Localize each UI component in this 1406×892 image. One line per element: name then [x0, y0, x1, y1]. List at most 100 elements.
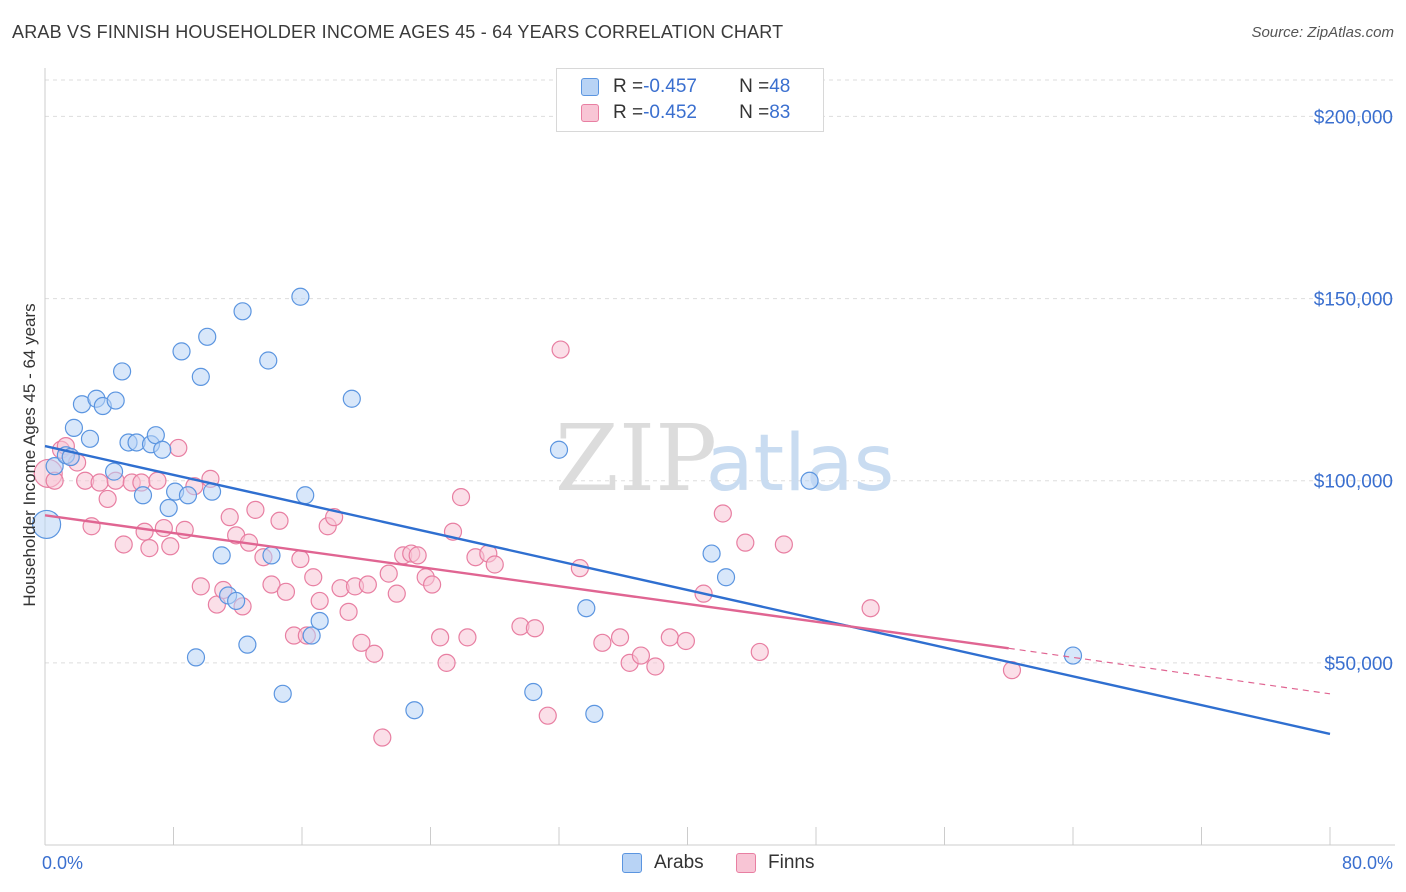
finns-point-8 — [90, 473, 109, 492]
legend-finns-n-label: N = — [739, 102, 770, 123]
finns-point-34 — [276, 582, 296, 601]
series-legend-swatch-arabs — [622, 853, 642, 873]
y-tick-label-0: $50,000 — [1324, 654, 1393, 675]
finns-point-49 — [379, 564, 398, 583]
finns-point-53 — [408, 546, 427, 565]
finns-point-74 — [660, 628, 679, 647]
arabs-point-40 — [549, 440, 569, 459]
arabs-point-32 — [273, 684, 292, 703]
arabs-point-46 — [1063, 646, 1083, 665]
finns-point-55 — [423, 575, 442, 594]
arabs-point-29 — [238, 635, 257, 654]
finns-point-43 — [339, 602, 358, 621]
finns-point-81 — [861, 599, 880, 618]
finns-point-16 — [148, 471, 167, 490]
arabs-point-31 — [262, 546, 281, 565]
finns-point-59 — [451, 488, 471, 507]
trend-lines — [44, 444, 1331, 736]
arabs-point-33 — [291, 287, 310, 306]
arabs-point-34 — [296, 486, 315, 505]
finns-point-45 — [352, 633, 371, 652]
x-tick-label-0: 0.0% — [42, 853, 83, 873]
arabs-points — [32, 287, 1083, 723]
arabs-point-27 — [227, 591, 246, 611]
legend-finns-r-value: -0.452 — [643, 102, 697, 123]
arabs-point-19 — [172, 342, 191, 361]
correlation-legend: R = -0.457 N = 48 R = -0.452 N = 83 — [556, 68, 824, 132]
series-legend-label-arabs: Arabs — [654, 852, 704, 873]
finns-point-66 — [538, 706, 557, 725]
finns-points — [33, 340, 1022, 747]
legend-arabs-n-label: N = — [739, 76, 770, 97]
finns-point-57 — [437, 653, 456, 672]
arabs-point-21 — [186, 648, 206, 667]
watermark: ZIP atlas — [555, 405, 894, 512]
finns-point-75 — [676, 631, 695, 651]
finns-point-36 — [291, 549, 310, 569]
finns-point-14 — [135, 522, 154, 541]
finns-point-46 — [358, 575, 377, 594]
legend-finns-r-label: R = — [613, 102, 644, 123]
arabs-point-44 — [716, 568, 736, 587]
arabs-point-13 — [133, 486, 153, 505]
finns-point-60 — [458, 628, 477, 647]
finns-point-38 — [304, 568, 323, 587]
finns-point-15 — [140, 539, 159, 558]
series-legend-finns: Finns — [736, 852, 814, 874]
finns-point-63 — [485, 555, 504, 574]
series-legend-swatch-finns — [736, 853, 756, 873]
arabs-point-25 — [212, 546, 231, 565]
arabs-point-3 — [64, 418, 84, 437]
finns-point-72 — [631, 646, 651, 665]
arabs-point-1 — [45, 457, 64, 476]
y-tick-label-1: $100,000 — [1314, 472, 1393, 493]
arabs-point-41 — [577, 599, 596, 618]
finns-point-9 — [98, 489, 117, 509]
arabs-point-42 — [585, 704, 604, 723]
watermark-zip: ZIP — [555, 405, 717, 512]
source-credit: Source: ZipAtlas.com — [1251, 24, 1394, 41]
arabs-point-45 — [800, 471, 819, 490]
finns-point-47 — [365, 644, 384, 663]
watermark-atlas: atlas — [706, 419, 895, 509]
finns-point-65 — [525, 619, 545, 638]
finns-point-19 — [169, 438, 188, 458]
chart-title: ARAB VS FINNISH HOUSEHOLDER INCOME AGES … — [12, 22, 784, 42]
finns-point-73 — [646, 657, 665, 676]
arabs-point-39 — [524, 682, 543, 702]
legend-finns-n-value: 83 — [769, 102, 791, 123]
arabs-point-30 — [259, 351, 278, 370]
arabs-point-5 — [80, 429, 100, 448]
finns-point-77 — [713, 504, 732, 523]
arabs-point-35 — [302, 626, 321, 645]
arabs-point-38 — [405, 701, 424, 720]
series-legend-arabs: Arabs — [622, 852, 704, 874]
finns-point-33 — [270, 511, 289, 530]
y-axis-title: Householder Income Ages 45 - 64 years — [20, 303, 39, 607]
legend-swatch-arabs — [581, 78, 599, 96]
finns-point-30 — [246, 500, 265, 519]
finns-point-17 — [154, 518, 173, 538]
arabs-point-28 — [233, 302, 252, 321]
tick-labels: $50,000 $100,000 $150,000 $200,000 0.0% 80.0% — [42, 107, 1393, 873]
finns-point-56 — [431, 628, 450, 647]
axes — [44, 68, 1395, 846]
arabs-point-22 — [191, 367, 210, 386]
finns-point-48 — [373, 728, 392, 747]
finns-point-79 — [750, 642, 769, 662]
arabs-trend-line — [44, 444, 1331, 736]
legend-arabs-n-value: 48 — [769, 76, 791, 97]
finns-point-70 — [610, 628, 630, 647]
finns-trend-extension — [1008, 647, 1331, 695]
arabs-point-8 — [104, 462, 124, 481]
y-tick-label-2: $150,000 — [1314, 290, 1393, 311]
arabs-point-9 — [106, 391, 125, 410]
finns-point-69 — [593, 633, 612, 652]
legend-swatch-finns — [581, 104, 599, 122]
arabs-point-10 — [112, 362, 132, 381]
finns-point-32 — [262, 575, 281, 594]
x-tick-label-1: 80.0% — [1342, 853, 1393, 873]
arabs-point-23 — [198, 327, 217, 346]
arabs-point-43 — [702, 544, 721, 563]
